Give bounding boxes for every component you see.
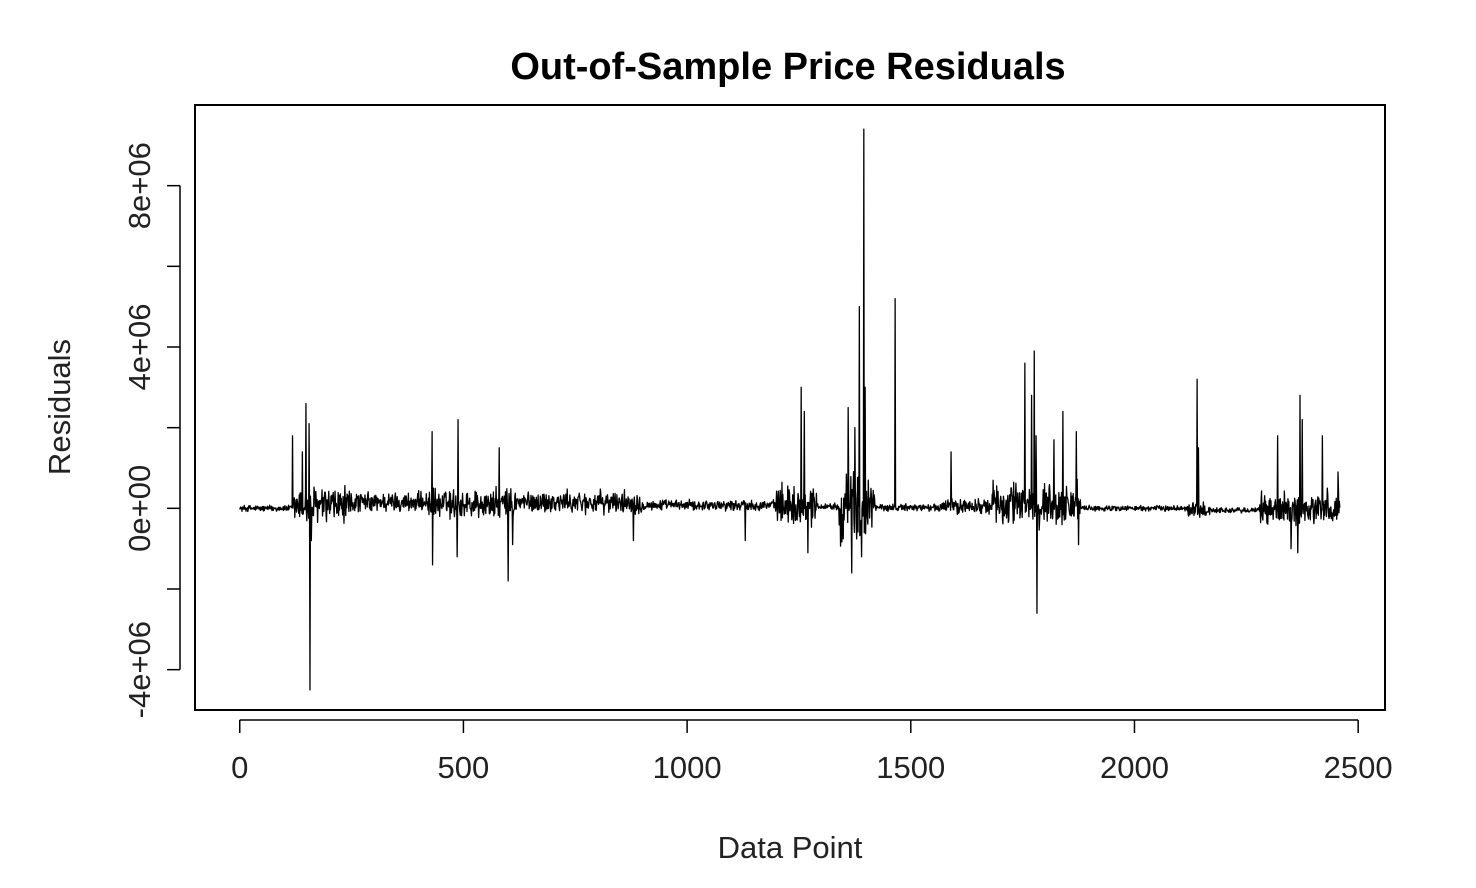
data-series bbox=[239, 128, 1341, 691]
x-tick-label: 500 bbox=[438, 750, 490, 785]
x-axis-label: Data Point bbox=[718, 830, 863, 865]
x-tick-label: 2000 bbox=[1100, 750, 1169, 785]
x-axis: 0 500 1000 1500 2000 2500 bbox=[231, 719, 1393, 785]
y-tick-label: 4e+06 bbox=[122, 303, 157, 390]
chart-title: Out-of-Sample Price Residuals bbox=[510, 46, 1065, 88]
residuals-line bbox=[239, 128, 1341, 691]
x-tick-label: 0 bbox=[231, 750, 248, 785]
x-tick-label: 2500 bbox=[1324, 750, 1393, 785]
y-axis-label: Residuals bbox=[42, 339, 77, 475]
x-tick-label: 1000 bbox=[653, 750, 722, 785]
x-tick-label: 1500 bbox=[876, 750, 945, 785]
y-tick-label: 8e+06 bbox=[122, 142, 157, 229]
plot-frame bbox=[194, 104, 1386, 711]
y-tick-label: 0e+00 bbox=[122, 465, 157, 552]
y-axis: -4e+06 0e+00 4e+06 8e+06 bbox=[122, 142, 181, 718]
y-tick-label: -4e+06 bbox=[122, 621, 157, 718]
